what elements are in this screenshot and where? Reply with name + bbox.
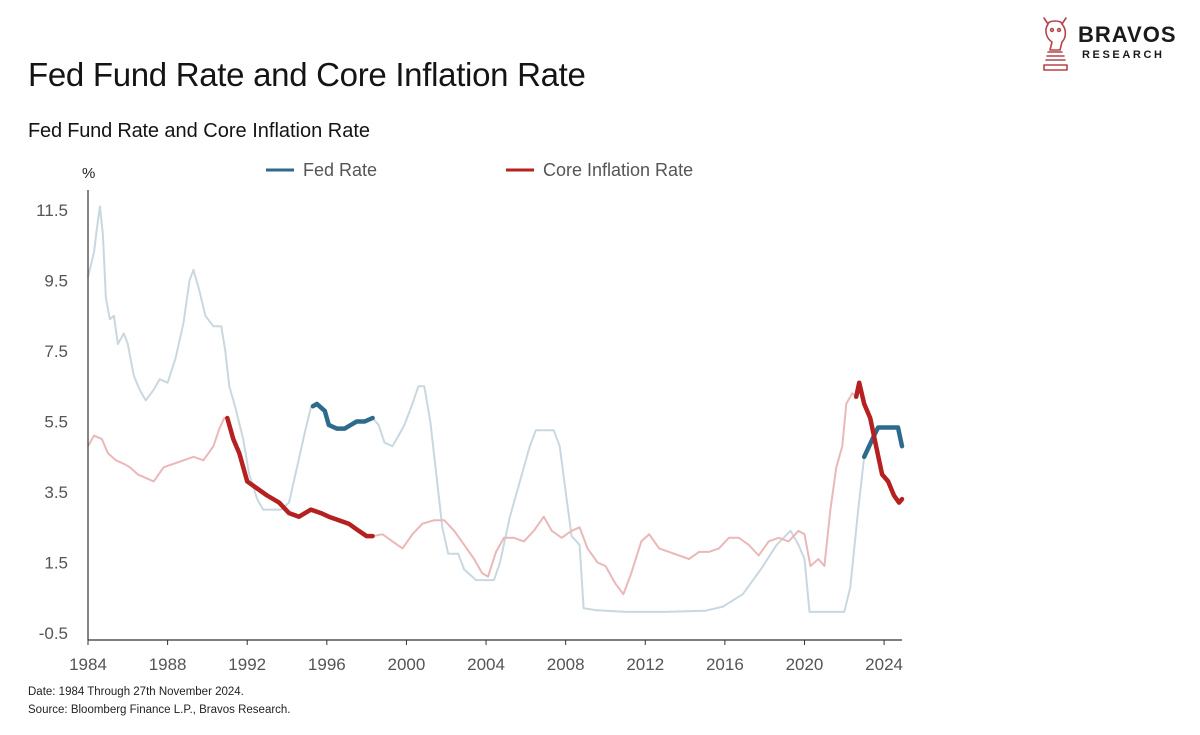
chart-subtitle: Fed Fund Rate and Core Inflation Rate — [28, 120, 370, 143]
line-chart: % Fed Rate Core Inflation Rate -0.5 1.5 3.… — [36, 160, 905, 674]
y-axis-label: % — [82, 165, 95, 182]
y-tick-label: 5.5 — [44, 413, 68, 432]
x-tick-label: 1996 — [308, 655, 346, 674]
knight-chess-piece-icon — [1043, 17, 1068, 71]
brand-name: BRAVOS — [1078, 22, 1177, 47]
x-tick-label: 1988 — [149, 655, 187, 674]
x-tick-label: 2004 — [467, 655, 505, 674]
series-highlight-fed-rate-2 — [861, 425, 905, 460]
page-title: Fed Fund Rate and Core Inflation Rate — [28, 56, 586, 93]
chart-subtitle-bold: Fed Fund Rate — [28, 120, 159, 142]
x-tick-label: 1992 — [228, 655, 266, 674]
x-tick-label: 2016 — [706, 655, 744, 674]
x-tick-label: 2000 — [388, 655, 426, 674]
y-tick-label: 9.5 — [44, 272, 68, 291]
y-tick-label: 11.5 — [36, 201, 68, 220]
y-tick-label: -0.5 — [39, 624, 68, 643]
legend-label-cpi: Core Inflation Rate — [543, 160, 693, 180]
y-tick-label: 1.5 — [44, 554, 68, 573]
series-highlight-fed-rate-1 — [310, 401, 375, 431]
series-highlight-core-inflation-2 — [853, 380, 905, 505]
footer-date: Date: 1984 Through 27th November 2024. — [28, 686, 244, 698]
series-line-core-inflation — [87, 381, 903, 596]
brand-logo: BRAVOS RESEARCH — [1032, 12, 1192, 76]
x-tick-label: 2008 — [547, 655, 585, 674]
footer-source: Source: Bloomberg Finance L.P., Bravos R… — [28, 704, 291, 716]
brand-subname: RESEARCH — [1082, 49, 1165, 61]
x-tick-label: 2012 — [626, 655, 664, 674]
series-highlight-core-inflation-1 — [225, 415, 375, 539]
x-tick-label: 2020 — [786, 655, 824, 674]
legend-label-fed: Fed Rate — [303, 160, 377, 180]
x-tick-label: 2024 — [865, 655, 903, 674]
y-tick-label: 3.5 — [44, 483, 68, 502]
series-line-fed-rate — [87, 205, 903, 613]
chart-subtitle-rest: and Core Inflation Rate — [158, 120, 371, 142]
legend: Fed Rate Core Inflation Rate — [266, 160, 693, 180]
x-tick-label: 1984 — [69, 655, 107, 674]
y-tick-label: 7.5 — [44, 342, 68, 361]
